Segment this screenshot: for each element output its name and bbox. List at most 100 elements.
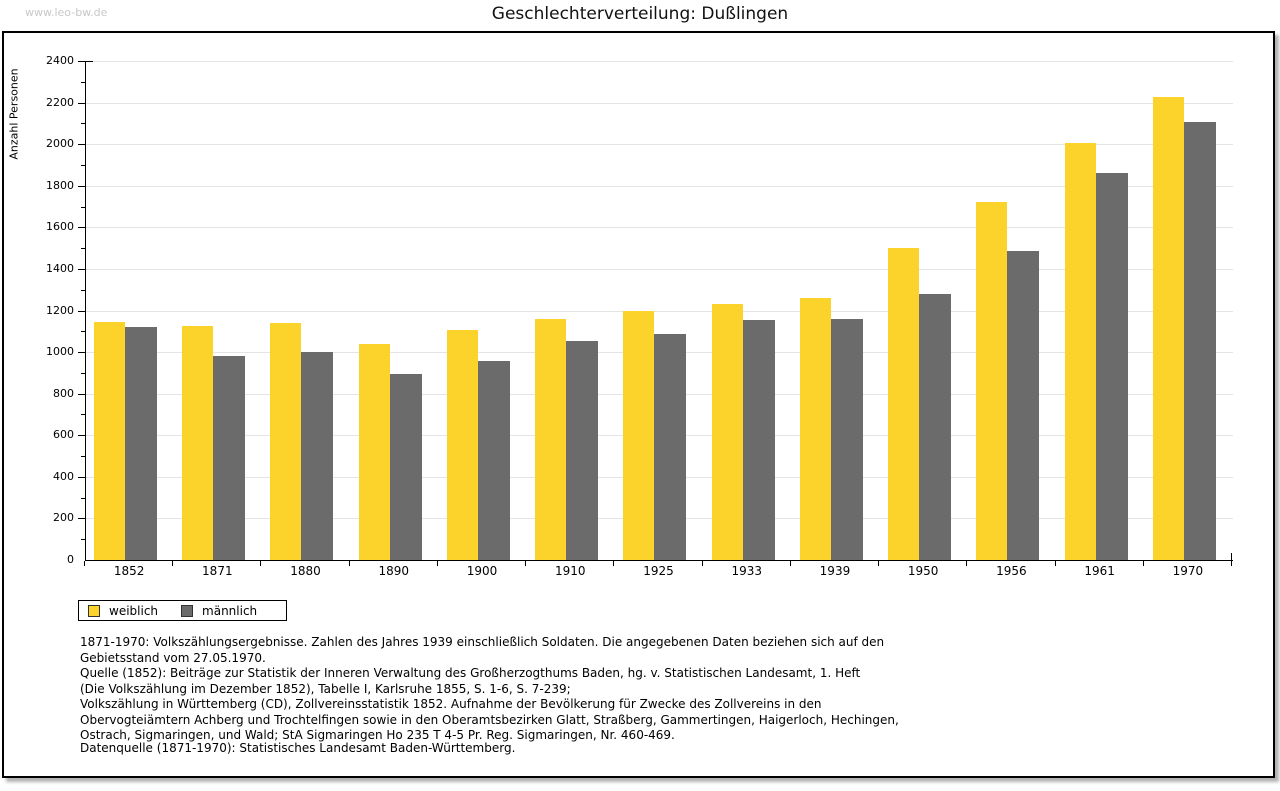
x-axis-label-1900: 1900 bbox=[466, 564, 498, 578]
bar-maennlich-1961 bbox=[1095, 173, 1128, 560]
x-axis-label-1956: 1956 bbox=[996, 564, 1027, 578]
y-tick-label: 0 bbox=[67, 553, 74, 566]
x-axis-tick bbox=[789, 561, 791, 566]
y-major-tick bbox=[78, 144, 85, 146]
y-major-tick bbox=[78, 352, 85, 354]
y-axis-title: Anzahl Personen bbox=[7, 68, 21, 160]
bar-maennlich-1925 bbox=[654, 334, 687, 560]
y-minor-tick bbox=[81, 81, 85, 83]
x-axis-tick bbox=[1142, 561, 1144, 566]
y-minor-tick bbox=[81, 414, 85, 416]
y-tick-label: 1800 bbox=[46, 178, 74, 192]
bar-maennlich-1852 bbox=[125, 327, 157, 560]
bar-maennlich-1910 bbox=[566, 340, 599, 560]
note-line: Obervogteiämtern Achberg und Trochtelfin… bbox=[80, 712, 899, 727]
y-major-tick bbox=[78, 435, 85, 437]
y-minor-tick bbox=[81, 539, 85, 541]
y-axis-top-cap bbox=[84, 61, 93, 62]
legend-label-maennlich: männlich bbox=[202, 603, 258, 618]
y-major-tick bbox=[78, 476, 85, 478]
y-major-tick bbox=[78, 185, 85, 187]
y-minor-tick bbox=[81, 331, 85, 333]
x-axis-tick bbox=[348, 561, 350, 566]
bar-weiblich-1900 bbox=[446, 330, 478, 560]
x-axis-label-1871: 1871 bbox=[202, 564, 233, 578]
bar-maennlich-1880 bbox=[301, 352, 334, 560]
y-tick-label: 800 bbox=[53, 386, 74, 400]
x-axis-label-1939: 1939 bbox=[819, 564, 851, 578]
x-axis-tick bbox=[84, 561, 85, 566]
x-axis-label-1970: 1970 bbox=[1172, 564, 1204, 578]
y-tick-label: 1000 bbox=[46, 345, 74, 359]
x-axis-label-1950: 1950 bbox=[907, 564, 939, 578]
gridline bbox=[86, 61, 1233, 62]
source-notes: 1871-1970: Volkszählungsergebnisse. Zahl… bbox=[80, 635, 1200, 744]
y-tick-label: 2000 bbox=[46, 137, 74, 151]
x-axis-tick bbox=[878, 561, 880, 566]
bar-weiblich-1852 bbox=[94, 321, 125, 560]
x-axis-tick bbox=[172, 561, 174, 566]
legend-swatch-maennlich bbox=[181, 604, 194, 617]
y-minor-tick bbox=[81, 372, 85, 374]
x-axis-tick bbox=[701, 561, 703, 566]
bar-weiblich-1939 bbox=[799, 298, 831, 560]
x-axis-label-1890: 1890 bbox=[378, 564, 410, 578]
y-minor-tick bbox=[81, 206, 85, 208]
gridline bbox=[86, 102, 1233, 104]
bar-weiblich-1961 bbox=[1064, 143, 1096, 560]
legend-swatch-weiblich bbox=[88, 604, 100, 617]
y-major-tick bbox=[78, 61, 85, 62]
bar-maennlich-1970 bbox=[1183, 122, 1216, 560]
bar-maennlich-1900 bbox=[477, 361, 510, 560]
x-axis-tick bbox=[613, 561, 615, 566]
x-axis-tick bbox=[966, 561, 968, 566]
x-axis-label-1925: 1925 bbox=[643, 564, 674, 578]
x-axis-tick bbox=[1054, 561, 1056, 566]
note-line: Ostrach, Sigmaringen, und Wald; StA Sigm… bbox=[80, 728, 675, 742]
x-axis-tick bbox=[260, 561, 262, 566]
note-line: Volkszählung in Württemberg (CD), Zollve… bbox=[80, 697, 822, 711]
y-minor-tick bbox=[81, 164, 85, 166]
y-tick-label: 200 bbox=[53, 511, 74, 525]
x-axis-label-1933: 1933 bbox=[731, 564, 762, 578]
x-axis-label-1961: 1961 bbox=[1084, 564, 1115, 578]
bar-maennlich-1933 bbox=[742, 319, 775, 560]
y-minor-tick bbox=[81, 248, 85, 250]
y-minor-tick bbox=[81, 456, 85, 458]
note-line: Gebietsstand vom 27.05.1970. bbox=[80, 650, 266, 665]
bar-weiblich-1910 bbox=[535, 318, 567, 560]
note-line: (Die Volkszählung im Dezember 1852), Tab… bbox=[80, 681, 571, 696]
y-major-tick bbox=[78, 310, 85, 312]
y-tick-label: 600 bbox=[53, 428, 74, 442]
gridline bbox=[86, 185, 1233, 187]
y-major-tick bbox=[78, 227, 85, 229]
gridline bbox=[86, 268, 1233, 270]
y-tick-label: 400 bbox=[53, 469, 74, 483]
chart-title: Geschlechterverteilung: Dußlingen bbox=[491, 4, 789, 24]
bar-weiblich-1970 bbox=[1152, 97, 1184, 560]
y-minor-tick bbox=[81, 497, 85, 499]
gridline bbox=[86, 227, 1233, 229]
y-tick-label: 1200 bbox=[46, 303, 74, 317]
y-tick-label: 2400 bbox=[46, 54, 74, 67]
legend-label-weiblich: weiblich bbox=[109, 603, 159, 618]
plot-area bbox=[85, 61, 1233, 561]
bar-weiblich-1925 bbox=[623, 310, 655, 560]
datasource-note: Datenquelle (1871-1970): Statistisches L… bbox=[80, 741, 516, 755]
y-major-tick bbox=[78, 268, 85, 270]
note-line: Quelle (1852): Beiträge zur Statistik de… bbox=[80, 666, 861, 680]
legend: weiblich männlich bbox=[78, 600, 287, 621]
bar-maennlich-1956 bbox=[1007, 251, 1040, 560]
y-tick-label: 1400 bbox=[46, 261, 74, 275]
note-line: 1871-1970: Volkszählungsergebnisse. Zahl… bbox=[80, 635, 885, 649]
x-axis-tick bbox=[436, 561, 438, 566]
bar-weiblich-1950 bbox=[888, 248, 920, 560]
x-axis-label-1852: 1852 bbox=[113, 564, 145, 578]
x-axis-tick bbox=[1231, 561, 1232, 566]
x-axis-label-1880: 1880 bbox=[290, 564, 321, 578]
bar-maennlich-1939 bbox=[830, 318, 863, 560]
x-axis-right-cap bbox=[1231, 553, 1232, 560]
bar-weiblich-1956 bbox=[976, 202, 1008, 560]
bar-maennlich-1950 bbox=[919, 293, 952, 560]
bar-maennlich-1890 bbox=[389, 373, 422, 560]
